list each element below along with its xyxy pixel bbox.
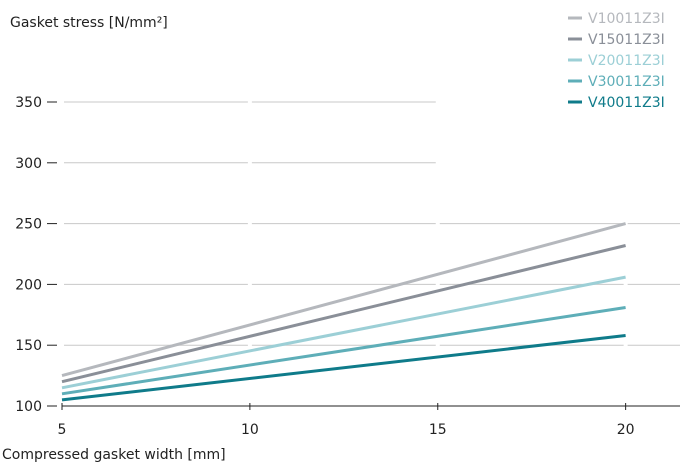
y-tick-labels: 100 150 200 250 300 350 xyxy=(15,95,57,415)
x-tick-label: 10 xyxy=(241,422,259,438)
series-line xyxy=(61,222,626,378)
x-tick-label: 15 xyxy=(429,422,447,438)
legend-label: V40011Z3I xyxy=(588,95,665,111)
legend-label: V30011Z3I xyxy=(588,74,665,90)
x-axis-title: Compressed gasket width [mm] xyxy=(2,447,226,463)
series-layer xyxy=(61,222,626,402)
x-tick-labels: 5 10 15 20 xyxy=(58,403,635,438)
series-line xyxy=(61,306,626,396)
y-tick-label: 150 xyxy=(15,338,42,354)
y-tick-label: 250 xyxy=(15,217,42,233)
grid-layer xyxy=(64,101,680,346)
y-tick-label: 200 xyxy=(15,277,42,293)
y-tick-label: 100 xyxy=(15,399,42,415)
series-line xyxy=(61,244,626,384)
legend-label: V20011Z3I xyxy=(588,53,665,69)
series-line xyxy=(61,275,626,390)
legend-label: V10011Z3I xyxy=(588,11,665,27)
y-tick-label: 300 xyxy=(15,156,42,172)
legend-label: V15011Z3I xyxy=(588,32,665,48)
series-line xyxy=(61,334,626,402)
legend: V10011Z3I V15011Z3I V20011Z3I V30011Z3I V400… xyxy=(568,11,665,111)
y-tick-label: 350 xyxy=(15,95,42,111)
x-tick-label: 5 xyxy=(58,422,67,438)
x-tick-label: 20 xyxy=(617,422,635,438)
y-axis-title: Gasket stress [N/mm²] xyxy=(10,15,168,31)
